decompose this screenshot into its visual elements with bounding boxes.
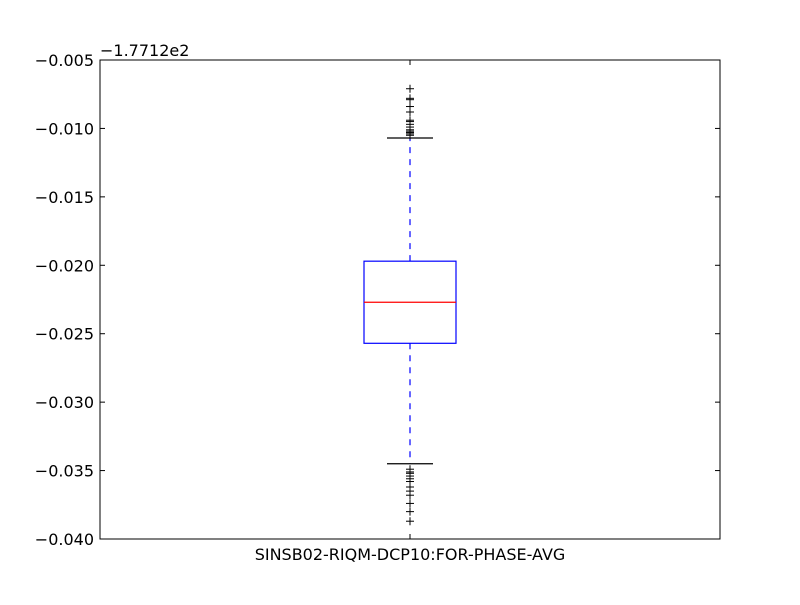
y-tick-label: −0.025: [35, 325, 94, 344]
outlier-point-low: [406, 491, 414, 500]
y-tick-label: −0.035: [35, 462, 94, 481]
outlier-point-high: [406, 108, 414, 117]
y-tick-label: −0.040: [35, 530, 94, 549]
x-axis-category-labels: SINSB02-RIQM-DCP10:FOR-PHASE-AVG: [255, 545, 566, 564]
outlier-point-low: [406, 499, 414, 508]
outlier-point-high: [406, 131, 414, 140]
box-series: [363, 84, 457, 526]
y-tick-label: −0.015: [35, 188, 94, 207]
x-category-label: SINSB02-RIQM-DCP10:FOR-PHASE-AVG: [255, 545, 566, 564]
y-tick-label: −0.020: [35, 256, 94, 275]
outlier-point-low: [406, 517, 414, 526]
y-axis-tick-labels: −0.040 −0.035 −0.030 −0.025 −0.020 −0.015 −0.0…: [35, 51, 94, 549]
axis-offset-label: −1.7712e2: [100, 41, 189, 60]
outlier-point-low: [406, 507, 414, 516]
y-tick-label: −0.010: [35, 119, 94, 138]
y-tick-label: −0.005: [35, 51, 94, 70]
y-tick-label: −0.030: [35, 393, 94, 412]
outlier-point-high: [406, 95, 414, 104]
outlier-point-high: [406, 84, 414, 93]
y-axis-ticks: [100, 59, 720, 540]
